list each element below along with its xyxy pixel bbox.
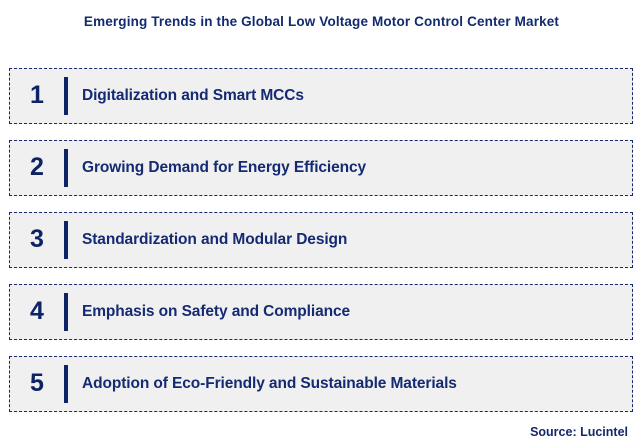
trend-label: Standardization and Modular Design xyxy=(82,231,348,248)
rank-number: 4 xyxy=(30,296,44,325)
rank-number: 2 xyxy=(30,152,44,181)
page-title: Emerging Trends in the Global Low Voltag… xyxy=(83,14,560,29)
trend-list: 1 Digitalization and Smart MCCs 2 Growin… xyxy=(9,68,633,412)
rank-number: 1 xyxy=(30,80,44,109)
list-item: 5 Adoption of Eco-Friendly and Sustainab… xyxy=(9,356,633,412)
divider-bar xyxy=(64,149,68,187)
divider-bar xyxy=(64,293,68,331)
trend-label: Digitalization and Smart MCCs xyxy=(82,87,304,104)
rank-number: 3 xyxy=(30,224,44,253)
trend-label: Emphasis on Safety and Compliance xyxy=(82,303,351,320)
trend-label: Adoption of Eco-Friendly and Sustainable… xyxy=(82,375,457,392)
list-item: 3 Standardization and Modular Design xyxy=(9,212,633,268)
list-item: 2 Growing Demand for Energy Efficiency xyxy=(9,140,633,196)
source-attribution: Source: Lucintel xyxy=(530,425,628,439)
list-item: 4 Emphasis on Safety and Compliance xyxy=(9,284,633,340)
divider-bar xyxy=(64,365,68,403)
divider-bar xyxy=(64,221,68,259)
rank-number: 5 xyxy=(30,368,44,397)
divider-bar xyxy=(64,77,68,115)
list-item: 1 Digitalization and Smart MCCs xyxy=(9,68,633,124)
trend-label: Growing Demand for Energy Efficiency xyxy=(82,159,367,176)
